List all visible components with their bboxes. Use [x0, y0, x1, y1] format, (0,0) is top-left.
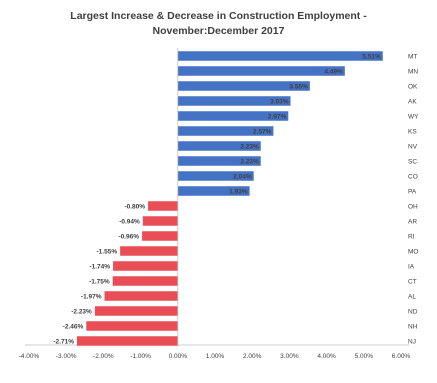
- category-label-mt: MT: [408, 53, 417, 60]
- x-tick-label: 3.00%: [280, 353, 299, 360]
- data-label-ks: 2.57%: [253, 128, 272, 135]
- data-label-nh: -2.46%: [63, 323, 84, 330]
- category-label-nh: NH: [408, 323, 418, 330]
- data-label-ar: -0.94%: [119, 218, 140, 225]
- x-tick-label: -4.00%: [19, 353, 40, 360]
- bar-nd: [94, 306, 178, 316]
- bar-wy: [177, 111, 289, 121]
- chart-title-line-2: November:December 2017: [152, 25, 285, 37]
- bar-ak: [177, 96, 291, 106]
- data-label-nd: -2.23%: [71, 308, 92, 315]
- bar-oh: [148, 201, 178, 211]
- x-tick-label: -3.00%: [56, 353, 77, 360]
- category-label-ks: KS: [408, 128, 417, 135]
- x-tick-label: -1.00%: [130, 353, 151, 360]
- data-label-pa: 1.93%: [229, 188, 248, 195]
- category-label-ak: AK: [408, 98, 417, 105]
- bar-ok: [177, 81, 310, 91]
- category-label-ct: CT: [408, 278, 417, 285]
- x-tick-label: -2.00%: [93, 353, 114, 360]
- bar-co: [177, 171, 254, 181]
- x-tick-label: 2.00%: [243, 353, 262, 360]
- data-label-mt: 5.51%: [362, 53, 381, 60]
- bar-mn: [177, 66, 345, 76]
- bar-ar: [142, 216, 178, 226]
- data-label-sc: 2.23%: [240, 158, 259, 165]
- data-label-mo: -1.55%: [97, 248, 118, 255]
- data-label-co: 2.04%: [233, 173, 252, 180]
- category-label-al: AL: [408, 293, 416, 300]
- bar-mt: [177, 51, 383, 61]
- x-tick-label: 6.00%: [392, 353, 411, 360]
- data-label-ok: 3.55%: [289, 83, 308, 90]
- category-label-ia: IA: [408, 263, 415, 270]
- data-label-ia: -1.74%: [89, 263, 110, 270]
- data-label-ct: -1.75%: [89, 278, 110, 285]
- category-label-sc: SC: [408, 158, 417, 165]
- x-tick-label: 4.00%: [317, 353, 336, 360]
- data-label-ak: 3.03%: [270, 98, 289, 105]
- category-label-co: CO: [408, 173, 418, 180]
- category-label-nd: ND: [408, 308, 418, 315]
- x-tick-label: 5.00%: [355, 353, 374, 360]
- x-tick-label: 0.00%: [169, 353, 188, 360]
- category-label-pa: PA: [408, 188, 417, 195]
- data-label-nv: 2.23%: [240, 143, 259, 150]
- category-label-nv: NV: [408, 143, 418, 150]
- category-label-ar: AR: [408, 218, 417, 225]
- category-label-ri: RI: [408, 233, 415, 240]
- bar-al: [104, 291, 178, 301]
- bar-ct: [112, 276, 178, 286]
- data-label-ri: -0.96%: [118, 233, 139, 240]
- data-label-al: -1.97%: [81, 293, 102, 300]
- bar-ks: [177, 126, 274, 136]
- chart-title: Largest Increase & Decrease in Construct…: [0, 9, 437, 39]
- category-label-nj: NJ: [408, 338, 416, 345]
- category-label-oh: OH: [408, 203, 418, 210]
- chart-title-line-1: Largest Increase & Decrease in Construct…: [70, 10, 367, 22]
- bar-mo: [120, 246, 178, 256]
- category-label-mo: MO: [408, 248, 418, 255]
- category-label-ok: OK: [408, 83, 418, 90]
- bar-nj: [76, 336, 178, 346]
- bar-nv: [177, 141, 261, 151]
- data-label-mn: 4.49%: [324, 68, 343, 75]
- data-label-oh: -0.80%: [124, 203, 145, 210]
- bar-nh: [86, 321, 178, 331]
- x-tick-label: 1.00%: [206, 353, 225, 360]
- bar-pa: [177, 186, 250, 196]
- bar-ia: [113, 261, 178, 271]
- bar-sc: [177, 156, 261, 166]
- data-label-wy: 2.97%: [268, 113, 287, 120]
- data-label-nj: -2.71%: [53, 338, 74, 345]
- category-label-wy: WY: [408, 113, 419, 120]
- category-label-mn: MN: [408, 68, 418, 75]
- bar-ri: [142, 231, 178, 241]
